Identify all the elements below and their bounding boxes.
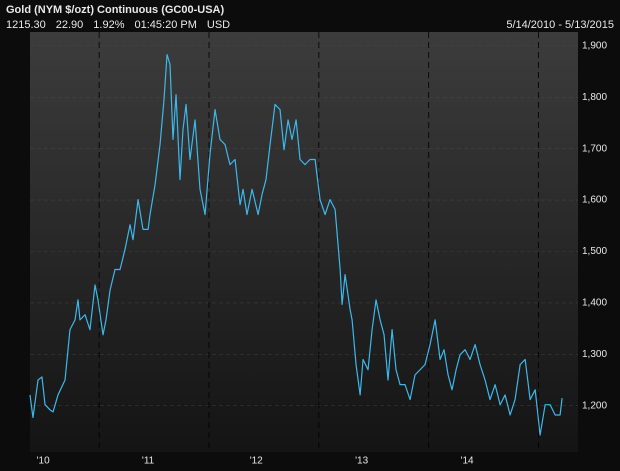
y-tick-label: 1,300 [582, 349, 607, 360]
y-tick-label: 1,900 [582, 41, 607, 52]
x-tick-label: '12 [250, 456, 263, 467]
y-tick-label: 1,600 [582, 195, 607, 206]
y-tick-label: 1,700 [582, 143, 607, 154]
x-tick-label: '13 [355, 456, 368, 467]
y-tick-label: 1,400 [582, 298, 607, 309]
plot-area [30, 32, 578, 452]
quote-item: 22.90 [56, 19, 84, 31]
x-tick-label: '11 [142, 456, 155, 467]
quote-item: 01:45:20 PM [135, 19, 197, 31]
date-range: 5/14/2010 - 5/13/2015 [506, 19, 614, 31]
y-tick-label: 1,500 [582, 246, 607, 257]
price-line [29, 54, 563, 436]
x-tick-label: '14 [461, 456, 474, 467]
quote-item: USD [207, 19, 230, 31]
x-tick-label: '10 [37, 456, 50, 467]
y-tick-label: 1,800 [582, 92, 607, 103]
chart-title: Gold (NYM $/ozt) Continuous (GC00-USA) [6, 4, 224, 16]
quote-item: 1.92% [93, 19, 124, 31]
quote-item: 1215.30 [6, 19, 46, 31]
y-tick-label: 1,200 [582, 400, 607, 411]
